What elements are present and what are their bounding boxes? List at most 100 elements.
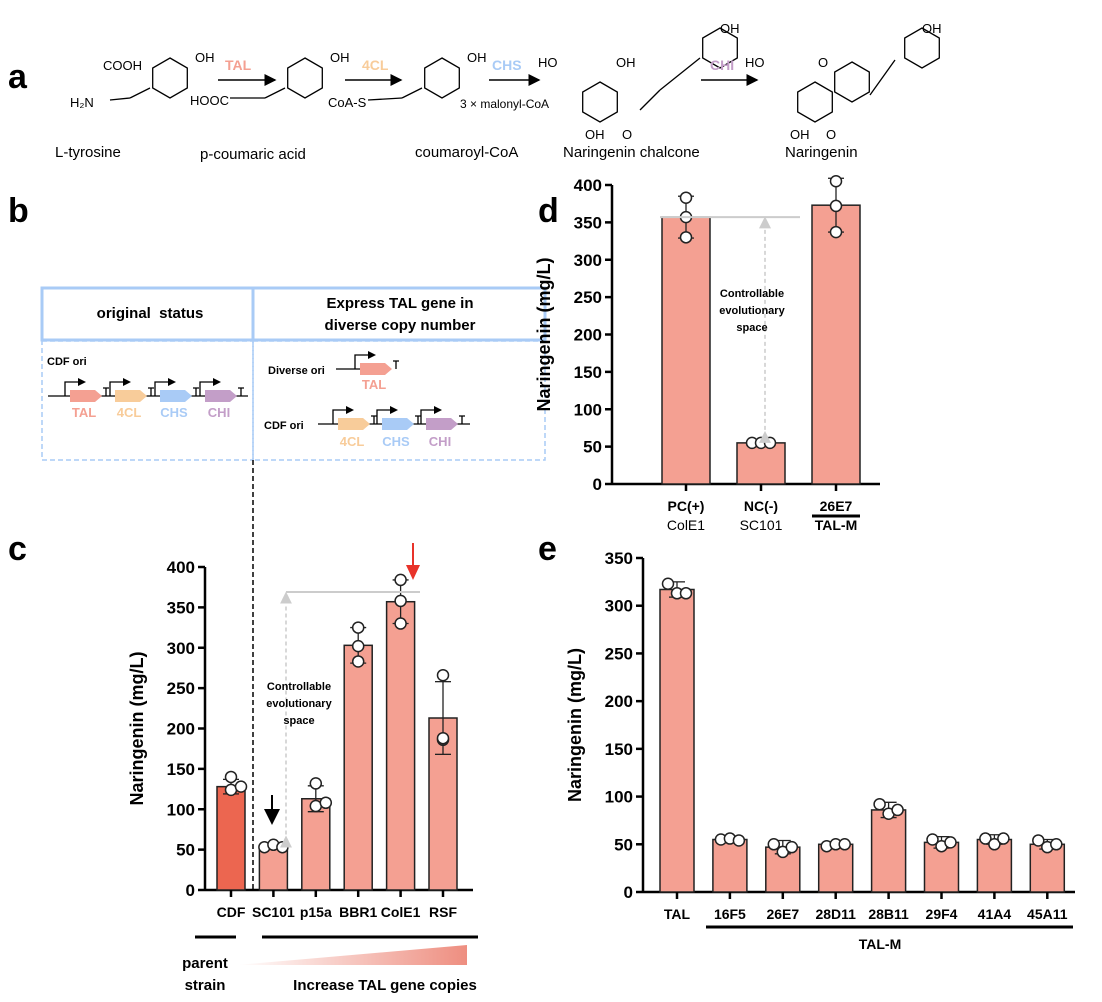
benzene-ring bbox=[702, 27, 738, 69]
group-label-increase: Increase TAL gene copies bbox=[293, 977, 477, 994]
y-axis-label: Naringenin (mg/L) bbox=[127, 652, 147, 806]
annotation-text: space bbox=[283, 715, 314, 727]
group-label: CoA-S bbox=[328, 95, 367, 110]
group-label: OH bbox=[720, 21, 740, 36]
promoter-icon bbox=[376, 409, 390, 424]
y-tick-label: 0 bbox=[624, 883, 633, 902]
y-tick-label: 50 bbox=[583, 438, 602, 457]
data-point bbox=[979, 832, 992, 845]
data-point bbox=[679, 191, 693, 204]
chart-e: 0 50 100 150 200 250 300 350 Naringenin (mg/L) TA… bbox=[565, 549, 1075, 952]
annotation-text: space bbox=[736, 322, 767, 334]
data-point bbox=[732, 834, 746, 847]
y-tick-label: 150 bbox=[574, 363, 602, 382]
y-tick-label: 200 bbox=[574, 326, 602, 345]
promoter-arrow-icon bbox=[213, 378, 221, 386]
cdf-ori-label: CDF ori bbox=[264, 420, 304, 432]
data-point bbox=[1032, 834, 1045, 847]
annotation-text: Controllable bbox=[720, 288, 784, 300]
data-point bbox=[661, 577, 675, 591]
panel-label-a: a bbox=[8, 58, 28, 96]
group-label: OH bbox=[195, 50, 215, 65]
y-tick-label: 300 bbox=[605, 597, 633, 616]
promoter-icon bbox=[154, 381, 168, 396]
x-tick-label: 26E7 bbox=[820, 498, 853, 514]
promoter-icon bbox=[109, 381, 123, 396]
data-point bbox=[351, 639, 365, 653]
data-point bbox=[394, 594, 407, 608]
panel-label-c: c bbox=[8, 530, 27, 568]
x-tick-label: 41A4 bbox=[978, 906, 1012, 922]
x-tick-label: p15a bbox=[300, 904, 332, 920]
group-label: O bbox=[818, 55, 828, 70]
data-point bbox=[351, 655, 365, 668]
x-tick-label: 29F4 bbox=[926, 906, 958, 922]
x-tick-label: SC101 bbox=[252, 904, 295, 920]
data-point bbox=[785, 840, 799, 854]
group-label: COOH bbox=[103, 58, 142, 73]
y-tick-label: 250 bbox=[574, 288, 602, 307]
promoter-arrow-icon bbox=[434, 406, 442, 414]
x-tick-label: CDF bbox=[217, 904, 246, 920]
data-point bbox=[394, 617, 407, 630]
y-axis-label: Naringenin (mg/L) bbox=[534, 258, 554, 412]
terminator-icon bbox=[103, 387, 109, 396]
terminator-icon bbox=[371, 415, 377, 424]
data-point bbox=[234, 780, 248, 793]
gene-label: TAL bbox=[362, 377, 386, 392]
data-point bbox=[309, 777, 323, 790]
bond bbox=[264, 87, 286, 99]
group-label: OH bbox=[330, 50, 350, 65]
data-point bbox=[276, 840, 289, 854]
x-tick-label: NC(-) bbox=[744, 498, 778, 514]
bar-SC101 bbox=[258, 846, 289, 891]
bond bbox=[639, 89, 661, 111]
chart-d: 0 50 100 150 200 250 300 350 400 Naringenin (mg/L… bbox=[534, 175, 880, 533]
y-axis-label: Naringenin (mg/L) bbox=[565, 648, 585, 802]
gradient-wedge bbox=[237, 945, 467, 965]
gene-label: TAL bbox=[72, 405, 96, 420]
group-label-parent: parent bbox=[182, 955, 228, 972]
benzene-ring bbox=[904, 27, 940, 69]
group-label: OH bbox=[467, 50, 487, 65]
bar-TAL bbox=[659, 588, 695, 893]
bar-CDF bbox=[216, 785, 246, 891]
terminator-icon bbox=[238, 387, 244, 396]
x-tick-label: ColE1 bbox=[381, 904, 421, 920]
panel-label-b: b bbox=[8, 192, 29, 230]
group-label: O bbox=[622, 127, 632, 142]
bar-26E7 bbox=[811, 204, 861, 485]
pathway-diagram: L-tyrosine p-coumaric acid coumaroyl-CoA… bbox=[55, 21, 942, 163]
group-label: OH bbox=[616, 55, 636, 70]
enzyme-tal: TAL bbox=[225, 57, 252, 73]
group-label: HO bbox=[745, 55, 765, 70]
data-point bbox=[873, 797, 886, 811]
panel-label-d: d bbox=[538, 192, 559, 230]
benzene-ring bbox=[424, 57, 460, 99]
terminator-icon bbox=[393, 360, 399, 369]
benzene-ring bbox=[797, 81, 833, 123]
x-tick-label: 16F5 bbox=[714, 906, 746, 922]
terminator-icon bbox=[193, 387, 199, 396]
y-tick-label: 350 bbox=[574, 213, 602, 232]
x-tick-label: 45A11 bbox=[1027, 906, 1068, 922]
gene-tal bbox=[360, 363, 392, 375]
gene-tal bbox=[70, 390, 102, 402]
data-point bbox=[763, 436, 777, 450]
gene-chs bbox=[160, 390, 192, 402]
x-tick-label: 28B11 bbox=[868, 906, 909, 922]
promoter-arrow-icon bbox=[168, 378, 176, 386]
y-tick-label: 200 bbox=[167, 720, 195, 739]
compound-p-coumaric-acid: p-coumaric acid bbox=[200, 146, 306, 163]
construct-diagram: original status Express TAL gene in dive… bbox=[40, 286, 547, 890]
group-label: HOOC bbox=[190, 93, 229, 108]
x-tick-label: TAL bbox=[664, 906, 691, 922]
gene-label: CHI bbox=[429, 434, 451, 449]
promoter-arrow-icon bbox=[78, 378, 86, 386]
bond bbox=[401, 87, 423, 99]
chart-c: 0 50 100 150 200 250 300 350 400 Naringenin (mg/L… bbox=[127, 543, 478, 994]
bar-BBR1 bbox=[343, 644, 373, 891]
bond bbox=[129, 87, 151, 99]
x-sublabel: SC101 bbox=[740, 517, 783, 533]
data-point bbox=[838, 838, 851, 851]
